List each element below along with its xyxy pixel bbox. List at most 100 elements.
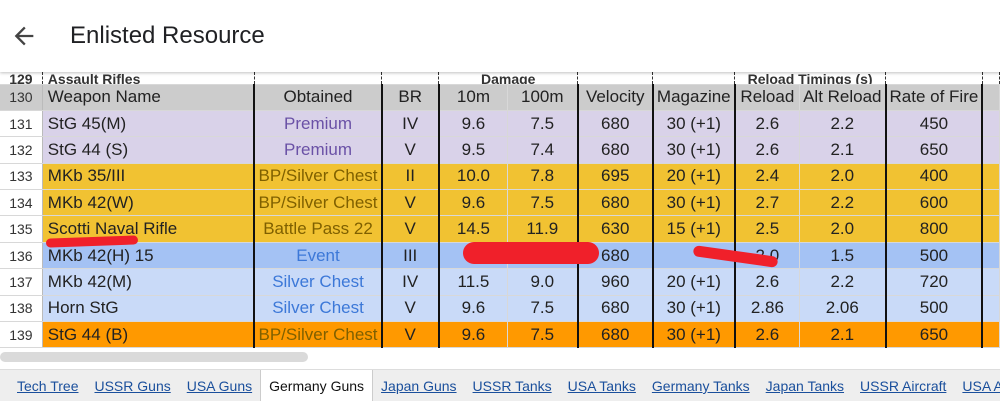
- table-cell[interactable]: 2.4: [734, 163, 801, 191]
- table-cell[interactable]: BP/Silver Chest: [254, 163, 383, 191]
- table-cell[interactable]: 11.9: [507, 215, 579, 243]
- table-cell[interactable]: 2.1: [799, 136, 887, 164]
- column-header[interactable]: BR: [381, 84, 440, 111]
- table-cell[interactable]: 680: [577, 295, 654, 323]
- table-cell[interactable]: MKb 42(W): [42, 189, 256, 217]
- table-cell[interactable]: V: [381, 136, 440, 164]
- table-cell[interactable]: IV: [381, 268, 440, 296]
- table-cell[interactable]: 2.6: [734, 110, 801, 138]
- table-cell[interactable]: 10.0: [438, 163, 509, 191]
- table-cell[interactable]: V: [381, 295, 440, 323]
- table-cell[interactable]: 7.5: [507, 321, 579, 349]
- sheet-tab[interactable]: Japan Guns: [381, 378, 457, 394]
- table-cell[interactable]: 2.2: [799, 268, 887, 296]
- table-cell[interactable]: 9.6: [438, 295, 509, 323]
- table-cell[interactable]: Horn StG: [42, 295, 256, 323]
- table-cell[interactable]: 400: [885, 163, 984, 191]
- table-cell[interactable]: 7.5: [507, 189, 579, 217]
- table-cell[interactable]: V: [381, 321, 440, 349]
- table-cell[interactable]: 11.5: [438, 268, 509, 296]
- table-cell[interactable]: 680: [577, 189, 654, 217]
- table-cell[interactable]: MKb 42(H) 15: [42, 242, 256, 270]
- table-cell[interactable]: V: [381, 189, 440, 217]
- table-cell[interactable]: StG 44 (B): [42, 321, 256, 349]
- arrow-left-icon[interactable]: [10, 22, 38, 50]
- table-cell[interactable]: 650: [885, 136, 984, 164]
- table-cell[interactable]: 30 (+1): [652, 136, 736, 164]
- table-cell[interactable]: 500: [885, 242, 984, 270]
- table-cell[interactable]: 695: [577, 163, 654, 191]
- table-cell[interactable]: 9.6: [438, 321, 509, 349]
- table-cell[interactable]: 2.0: [799, 215, 887, 243]
- table-cell[interactable]: 2.6: [734, 268, 801, 296]
- horizontal-scrollbar[interactable]: [0, 352, 308, 362]
- table-cell[interactable]: 15 (+1): [652, 215, 736, 243]
- table-cell[interactable]: 2.06: [799, 295, 887, 323]
- table-cell[interactable]: 500: [885, 295, 984, 323]
- table-cell[interactable]: 7.4: [507, 136, 579, 164]
- table-cell[interactable]: 9.6: [438, 110, 509, 138]
- table-cell[interactable]: BP/Silver Chest: [254, 321, 383, 349]
- table-cell[interactable]: 800: [885, 215, 984, 243]
- table-cell[interactable]: StG 45(M): [42, 110, 256, 138]
- column-header[interactable]: Obtained: [254, 84, 383, 111]
- table-cell[interactable]: MKb 42(M): [42, 268, 256, 296]
- table-cell[interactable]: 9.5: [438, 136, 509, 164]
- table-cell[interactable]: 30 (+1): [652, 189, 736, 217]
- reload-group-label[interactable]: Reload Timings (s): [734, 72, 887, 85]
- table-cell[interactable]: 680: [577, 321, 654, 349]
- table-cell[interactable]: 2.1: [799, 321, 887, 349]
- table-cell[interactable]: 20 (+1): [652, 268, 736, 296]
- table-cell[interactable]: 14.5: [438, 215, 509, 243]
- column-header[interactable]: Rate of Fire: [885, 84, 984, 111]
- table-cell[interactable]: 2.2: [799, 110, 887, 138]
- table-cell[interactable]: II: [381, 163, 440, 191]
- table-cell[interactable]: Event: [254, 242, 383, 270]
- table-cell[interactable]: 2.0: [799, 163, 887, 191]
- table-cell[interactable]: 9.0: [507, 268, 579, 296]
- table-cell[interactable]: Premium: [254, 136, 383, 164]
- sheet-tab[interactable]: USA Tanks: [567, 378, 636, 394]
- spreadsheet-grid[interactable]: 129 Assault Rifles Damage Reload Timings (s…: [0, 60, 1000, 350]
- table-cell[interactable]: 650: [885, 321, 984, 349]
- table-cell[interactable]: 2.6: [734, 321, 801, 349]
- table-cell[interactable]: 30 (+1): [652, 110, 736, 138]
- table-cell[interactable]: MKb 35/III: [42, 163, 256, 191]
- table-cell[interactable]: 960: [577, 268, 654, 296]
- column-header[interactable]: Alt Reload: [799, 84, 887, 111]
- table-cell[interactable]: 2.7: [734, 189, 801, 217]
- table-cell[interactable]: 2.2: [799, 189, 887, 217]
- table-cell[interactable]: 450: [885, 110, 984, 138]
- table-cell[interactable]: 720: [885, 268, 984, 296]
- table-cell[interactable]: Battle Pass 22: [254, 215, 383, 243]
- table-cell[interactable]: 7.5: [507, 110, 579, 138]
- table-cell[interactable]: III: [381, 242, 440, 270]
- table-cell[interactable]: 630: [577, 215, 654, 243]
- table-cell[interactable]: 680: [577, 110, 654, 138]
- column-header[interactable]: Magazine: [652, 84, 736, 111]
- table-cell[interactable]: Premium: [254, 110, 383, 138]
- table-cell[interactable]: 9.6: [438, 189, 509, 217]
- sheet-tab[interactable]: Japan Tanks: [765, 378, 845, 394]
- table-cell[interactable]: 7.5: [507, 295, 579, 323]
- damage-group-label[interactable]: Damage: [438, 72, 579, 85]
- table-cell[interactable]: 1.5: [799, 242, 887, 270]
- table-cell[interactable]: 2.5: [734, 215, 801, 243]
- sheet-tab[interactable]: Germany Guns: [260, 370, 374, 401]
- table-cell[interactable]: 2.86: [734, 295, 801, 323]
- table-cell[interactable]: Silver Chest: [254, 268, 383, 296]
- table-cell[interactable]: 600: [885, 189, 984, 217]
- sheet-tab[interactable]: USSR Tanks: [472, 378, 552, 394]
- column-header[interactable]: Velocity: [577, 84, 654, 111]
- table-cell[interactable]: 680: [577, 136, 654, 164]
- table-cell[interactable]: V: [381, 215, 440, 243]
- section-title[interactable]: Assault Rifles: [42, 72, 255, 85]
- table-cell[interactable]: 7.8: [507, 163, 579, 191]
- table-cell[interactable]: StG 44 (S): [42, 136, 256, 164]
- sheet-tab[interactable]: USA Guns: [186, 378, 253, 394]
- table-cell[interactable]: IV: [381, 110, 440, 138]
- sheet-tab[interactable]: Germany Tanks: [651, 378, 750, 394]
- column-header[interactable]: Weapon Name: [42, 84, 256, 111]
- column-header[interactable]: Reload: [734, 84, 801, 111]
- table-cell[interactable]: Silver Chest: [254, 295, 383, 323]
